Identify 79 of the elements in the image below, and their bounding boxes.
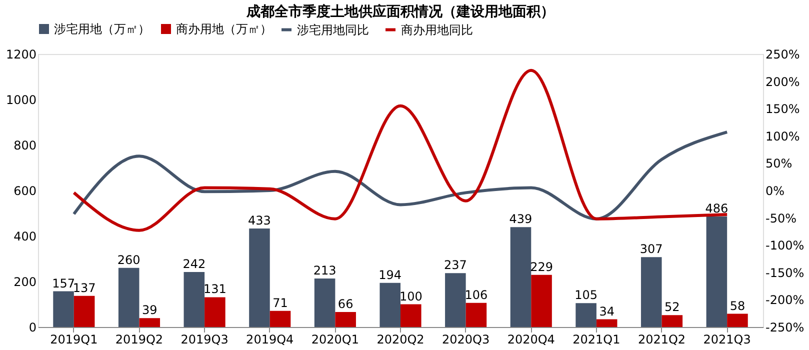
data-label: 307 [640, 242, 663, 256]
y-tick-label: 1200 [6, 48, 36, 62]
y2-tick-label: -200% [766, 293, 804, 308]
x-tick-label: 2021Q3 [703, 332, 751, 346]
bar [727, 314, 748, 327]
x-tick-label: 2021Q1 [572, 332, 620, 346]
bar [576, 303, 596, 327]
bar [445, 273, 466, 327]
bar [335, 312, 356, 327]
bar [204, 297, 226, 327]
bar [184, 272, 205, 327]
data-label: 194 [378, 268, 402, 282]
bar [466, 302, 487, 327]
y-tick-label: 400 [14, 230, 36, 244]
x-tick-label: 2019Q1 [50, 332, 98, 346]
x-tick-label: 2019Q4 [246, 332, 294, 346]
bar [139, 318, 160, 327]
y2-tick-label: 200% [766, 74, 800, 89]
y2-tick-label: -250% [766, 320, 804, 334]
data-label: 34 [599, 304, 614, 318]
x-tick-label: 2019Q3 [180, 332, 228, 346]
x-tick-label: 2020Q3 [442, 332, 490, 346]
y-tick-label: 800 [14, 138, 36, 152]
y2-tick-label: 50% [766, 156, 792, 171]
bar [380, 282, 400, 327]
bar [118, 268, 140, 327]
y2-tick-label: -50% [766, 211, 797, 226]
legend-label: 商办用地同比 [401, 22, 473, 37]
x-tick-label: 2020Q1 [311, 332, 359, 346]
y-tick-label: 600 [14, 184, 36, 198]
bar [53, 291, 74, 327]
bar [706, 216, 728, 327]
y-tick-label: 200 [14, 275, 36, 289]
bar [270, 310, 291, 327]
y-tick-label: 0 [28, 320, 36, 334]
data-label: 439 [509, 212, 532, 226]
data-label: 106 [464, 288, 488, 302]
data-label: 260 [117, 252, 140, 267]
data-label: 486 [705, 201, 728, 216]
data-label: 100 [399, 289, 422, 304]
data-label: 237 [444, 258, 467, 272]
bar [510, 227, 532, 327]
data-label: 229 [530, 260, 553, 274]
bar [662, 315, 683, 327]
bar [596, 319, 618, 327]
data-label: 213 [313, 264, 336, 278]
y2-tick-label: 100% [766, 129, 800, 144]
bar [400, 304, 422, 327]
line-series [72, 68, 729, 232]
data-label: 131 [203, 282, 226, 296]
data-label: 433 [248, 213, 271, 228]
x-tick-label: 2019Q2 [115, 332, 164, 346]
y2-tick-label: 250% [766, 48, 800, 62]
y2-tick-label: -100% [766, 238, 804, 253]
y-tick-label: 1000 [6, 93, 36, 107]
bar [314, 278, 336, 327]
legend-label: 涉宅用地同比 [297, 22, 369, 37]
data-label: 52 [664, 300, 680, 314]
x-tick-label: 2021Q2 [638, 332, 686, 346]
data-label: 71 [272, 296, 288, 310]
x-tick-label: 2020Q2 [376, 332, 424, 346]
y2-tick-label: -150% [766, 266, 804, 280]
bar [249, 228, 270, 327]
x-tick-label: 2020Q4 [507, 332, 555, 346]
data-label: 242 [182, 256, 206, 271]
y2-tick-label: 150% [766, 102, 800, 116]
data-label: 105 [574, 288, 598, 302]
y2-tick-label: 0% [766, 184, 785, 198]
bar [74, 296, 95, 327]
bar [531, 274, 552, 327]
legend-label: 商办用地（万㎡） [176, 22, 272, 36]
data-label: 58 [730, 298, 746, 313]
data-label: 137 [72, 280, 96, 295]
bar [640, 257, 662, 327]
data-label: 66 [338, 296, 354, 311]
legend-label: 涉宅用地（万㎡） [54, 22, 150, 36]
data-label: 157 [52, 276, 75, 290]
chart-title: 成都全市季度土地供应面积情况（建设用地面积） [246, 3, 554, 20]
data-label: 39 [142, 303, 158, 318]
